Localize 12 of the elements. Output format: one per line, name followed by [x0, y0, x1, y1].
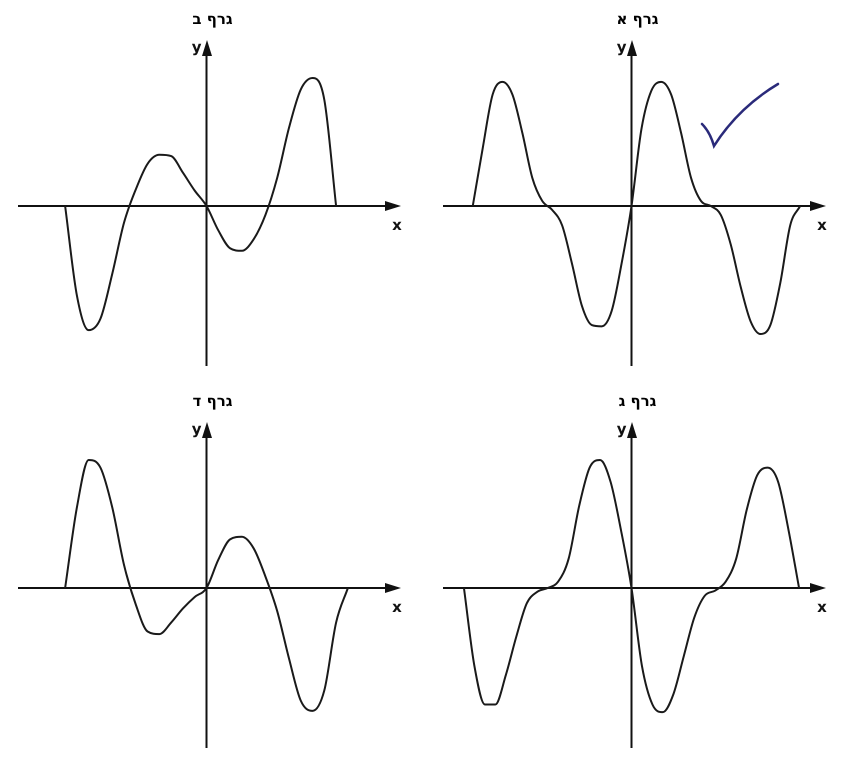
y-axis-title: y [192, 420, 202, 438]
x-axis-title: x [817, 216, 828, 234]
chart-title: גרף ג [618, 391, 658, 412]
y-axis-title: y [616, 38, 627, 56]
x-axis-title: x [392, 216, 402, 234]
y-axis-title: y [616, 420, 627, 438]
chart-title: גרף ב [191, 9, 234, 30]
x-axis-title: x [392, 598, 402, 616]
chart-title: גרף א [616, 9, 660, 30]
x-axis-title: x [817, 598, 828, 616]
chart-title: גרף ד [192, 391, 234, 412]
y-axis-title: y [192, 38, 202, 56]
